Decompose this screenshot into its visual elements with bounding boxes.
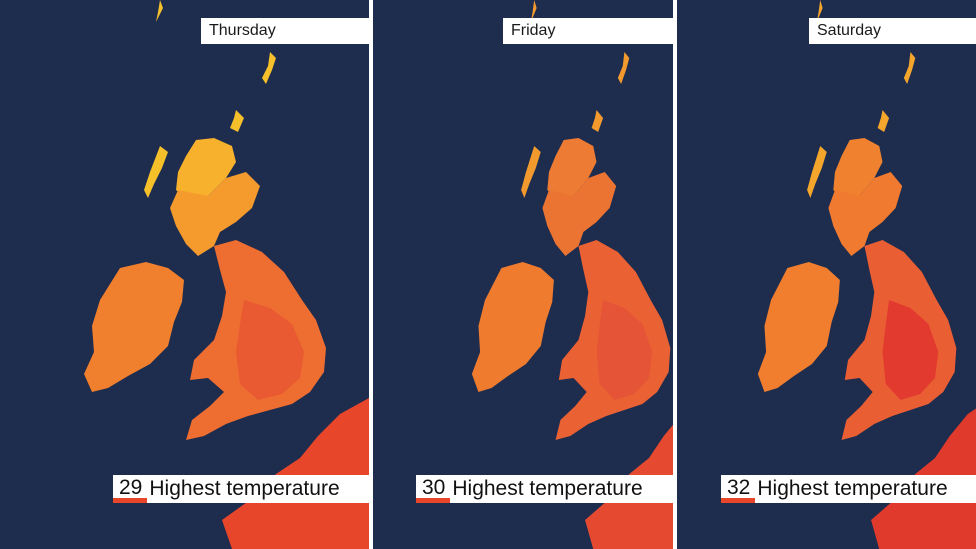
scotland (170, 172, 260, 256)
map-panel-saturday: Saturday 32 Highest temperature (677, 0, 976, 549)
max-temperature-value: 30 (416, 475, 451, 503)
temperature-legend-friday: 30 Highest temperature (416, 475, 673, 503)
orkney-islands (617, 52, 630, 84)
map-land-group (84, 0, 369, 549)
day-label-saturday: Saturday (809, 18, 976, 44)
temperature-legend-saturday: 32 Highest temperature (721, 475, 976, 503)
england-south-east (882, 300, 939, 400)
day-label-friday: Friday (503, 18, 673, 44)
temperature-color-swatch (721, 498, 756, 503)
ireland (84, 262, 184, 392)
northern-isles (230, 110, 244, 132)
outer-hebrides (521, 146, 541, 198)
northern-isles (591, 110, 604, 132)
scotland (542, 172, 617, 256)
france-coast (585, 424, 673, 549)
map-panel-thursday: Thursday 29 Highest temperature (0, 0, 369, 549)
temperature-color-swatch (416, 498, 451, 503)
outer-hebrides (807, 146, 827, 198)
legend-label: Highest temperature (757, 477, 948, 500)
max-temperature-value: 32 (721, 475, 756, 503)
scotland-highlands (833, 138, 883, 200)
scotland-highlands (176, 138, 236, 200)
temperature-color-swatch (113, 498, 148, 503)
legend-label: Highest temperature (149, 477, 340, 500)
uk-temperature-map-thursday (84, 0, 369, 549)
uk-temperature-map-saturday (757, 0, 976, 549)
northern-isles (877, 110, 890, 132)
shetland-islands (530, 0, 537, 22)
temperature-legend-thursday: 29 Highest temperature (113, 475, 369, 503)
ireland (471, 262, 554, 392)
max-temperature-value: 29 (113, 475, 148, 503)
shetland-islands (816, 0, 823, 22)
orkney-islands (262, 52, 276, 84)
ireland (757, 262, 840, 392)
shetland-islands (156, 0, 163, 22)
france-coast (222, 398, 369, 549)
scotland-highlands (547, 138, 597, 200)
france-coast (871, 408, 976, 549)
map-land-group (471, 0, 673, 549)
uk-temperature-map-friday (471, 0, 673, 549)
england-south-east (236, 300, 304, 400)
legend-label: Highest temperature (452, 477, 643, 500)
scotland (828, 172, 903, 256)
map-land-group (757, 0, 976, 549)
outer-hebrides (144, 146, 168, 198)
orkney-islands (903, 52, 916, 84)
map-panel-friday: Friday 30 Highest temperature (373, 0, 673, 549)
day-label-thursday: Thursday (201, 18, 369, 44)
england-south-east (596, 300, 653, 400)
